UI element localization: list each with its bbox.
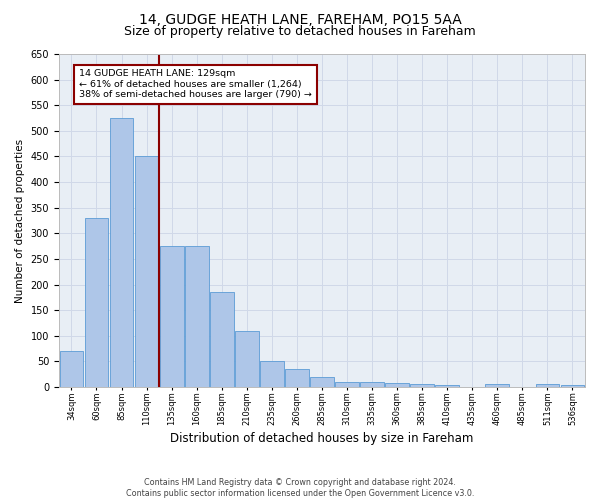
Bar <box>260 362 284 387</box>
Bar <box>85 218 109 387</box>
Bar <box>59 351 83 387</box>
Text: Contains HM Land Registry data © Crown copyright and database right 2024.
Contai: Contains HM Land Registry data © Crown c… <box>126 478 474 498</box>
Text: 14 GUDGE HEATH LANE: 129sqm
← 61% of detached houses are smaller (1,264)
38% of : 14 GUDGE HEATH LANE: 129sqm ← 61% of det… <box>79 70 312 99</box>
Bar <box>310 377 334 387</box>
Bar <box>235 330 259 387</box>
Bar <box>285 369 309 387</box>
Bar <box>560 386 584 387</box>
Bar <box>536 384 559 387</box>
Bar <box>210 292 233 387</box>
Text: 14, GUDGE HEATH LANE, FAREHAM, PO15 5AA: 14, GUDGE HEATH LANE, FAREHAM, PO15 5AA <box>139 12 461 26</box>
Text: Size of property relative to detached houses in Fareham: Size of property relative to detached ho… <box>124 25 476 38</box>
Bar <box>110 118 133 387</box>
Bar <box>485 384 509 387</box>
Bar <box>185 246 209 387</box>
Bar <box>134 156 158 387</box>
Bar <box>436 386 459 387</box>
Y-axis label: Number of detached properties: Number of detached properties <box>15 138 25 302</box>
Bar <box>385 384 409 387</box>
X-axis label: Distribution of detached houses by size in Fareham: Distribution of detached houses by size … <box>170 432 473 445</box>
Bar <box>335 382 359 387</box>
Bar <box>160 246 184 387</box>
Bar <box>410 384 434 387</box>
Bar <box>360 382 384 387</box>
